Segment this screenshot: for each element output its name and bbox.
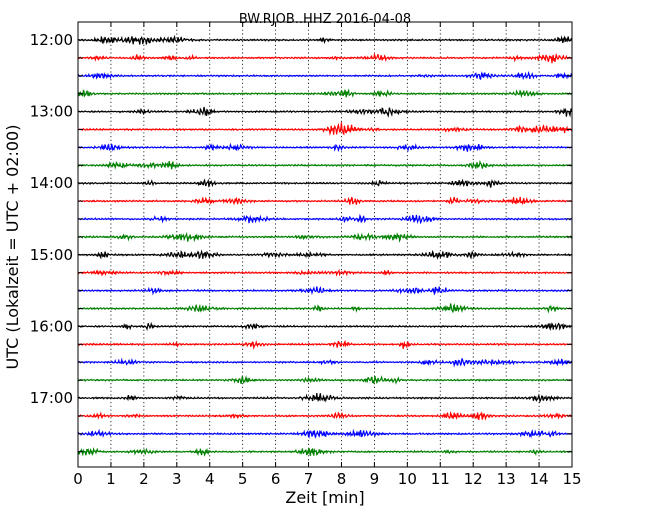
y-axis-label: UTC (Lokalzeit = UTC + 02:00)	[3, 125, 22, 370]
x-tick-label: 4	[205, 470, 215, 488]
x-tick-label: 11	[431, 470, 450, 488]
x-tick-label: 7	[304, 470, 314, 488]
x-tick-label: 12	[464, 470, 483, 488]
x-tick-label: 6	[271, 470, 281, 488]
seismogram-trace-1630	[77, 357, 573, 368]
x-tick-label: 10	[398, 470, 417, 488]
y-tick-label: 15:00	[30, 246, 73, 264]
seismogram-trace-1315	[77, 122, 573, 136]
seismogram-trace-1700	[77, 393, 573, 404]
y-tick-label: 12:00	[30, 31, 73, 49]
chart-title: BW.RJOB..HHZ 2016-04-08	[239, 12, 411, 27]
seismogram-trace-1730	[77, 428, 573, 439]
x-tick-labels: 0 1 2 3 4 5 6 7 8 9 10 11 12 13 14 15	[73, 470, 581, 488]
x-tick-label: 3	[172, 470, 182, 488]
seismogram-trace-1545	[77, 303, 573, 314]
y-tick-label: 13:00	[30, 103, 73, 121]
x-tick-label: 5	[238, 470, 248, 488]
y-tick-label: 14:00	[30, 174, 73, 192]
seismogram-trace-1745	[77, 447, 573, 457]
seismogram-trace-1300	[77, 106, 573, 118]
seismogram-trace-1415	[77, 196, 572, 206]
seismogram-trace-1430	[77, 213, 572, 225]
y-tick-label: 16:00	[30, 317, 73, 335]
seismogram-traces	[77, 34, 573, 457]
x-tick-label: 8	[337, 470, 347, 488]
seismogram-trace-1615	[77, 339, 572, 350]
axis-ticks	[77, 22, 573, 467]
seismogram-trace-1500	[77, 249, 573, 260]
x-tick-label: 13	[497, 470, 516, 488]
x-tick-label: 1	[106, 470, 116, 488]
seismogram-trace-1445	[77, 231, 573, 243]
seismogram-trace-1230	[77, 70, 573, 81]
x-tick-label: 9	[370, 470, 380, 488]
seismogram-trace-1330	[77, 142, 573, 153]
x-tick-label: 0	[73, 470, 83, 488]
seismogram-trace-1530	[77, 286, 573, 296]
x-tick-label: 2	[139, 470, 149, 488]
seismogram-trace-1245	[77, 88, 573, 99]
seismogram-trace-1715	[77, 410, 573, 421]
y-tick-labels: 12:00 13:00 14:00 15:00 16:00 17:00	[30, 31, 73, 407]
seismogram-trace-1600	[77, 321, 572, 332]
y-tick-label: 17:00	[30, 389, 73, 407]
x-tick-label: 15	[562, 470, 581, 488]
plot-frame	[77, 21, 573, 468]
seismogram-trace-1400	[77, 178, 573, 188]
seismogram-trace-1345	[77, 159, 572, 170]
seismogram-trace-1645	[77, 375, 572, 385]
seismogram-trace-1215	[77, 52, 573, 64]
x-axis-label: Zeit [min]	[285, 488, 364, 507]
x-tick-label: 14	[530, 470, 549, 488]
seismogram-trace-1200	[77, 34, 573, 45]
seismogram-trace-1515	[77, 268, 573, 277]
